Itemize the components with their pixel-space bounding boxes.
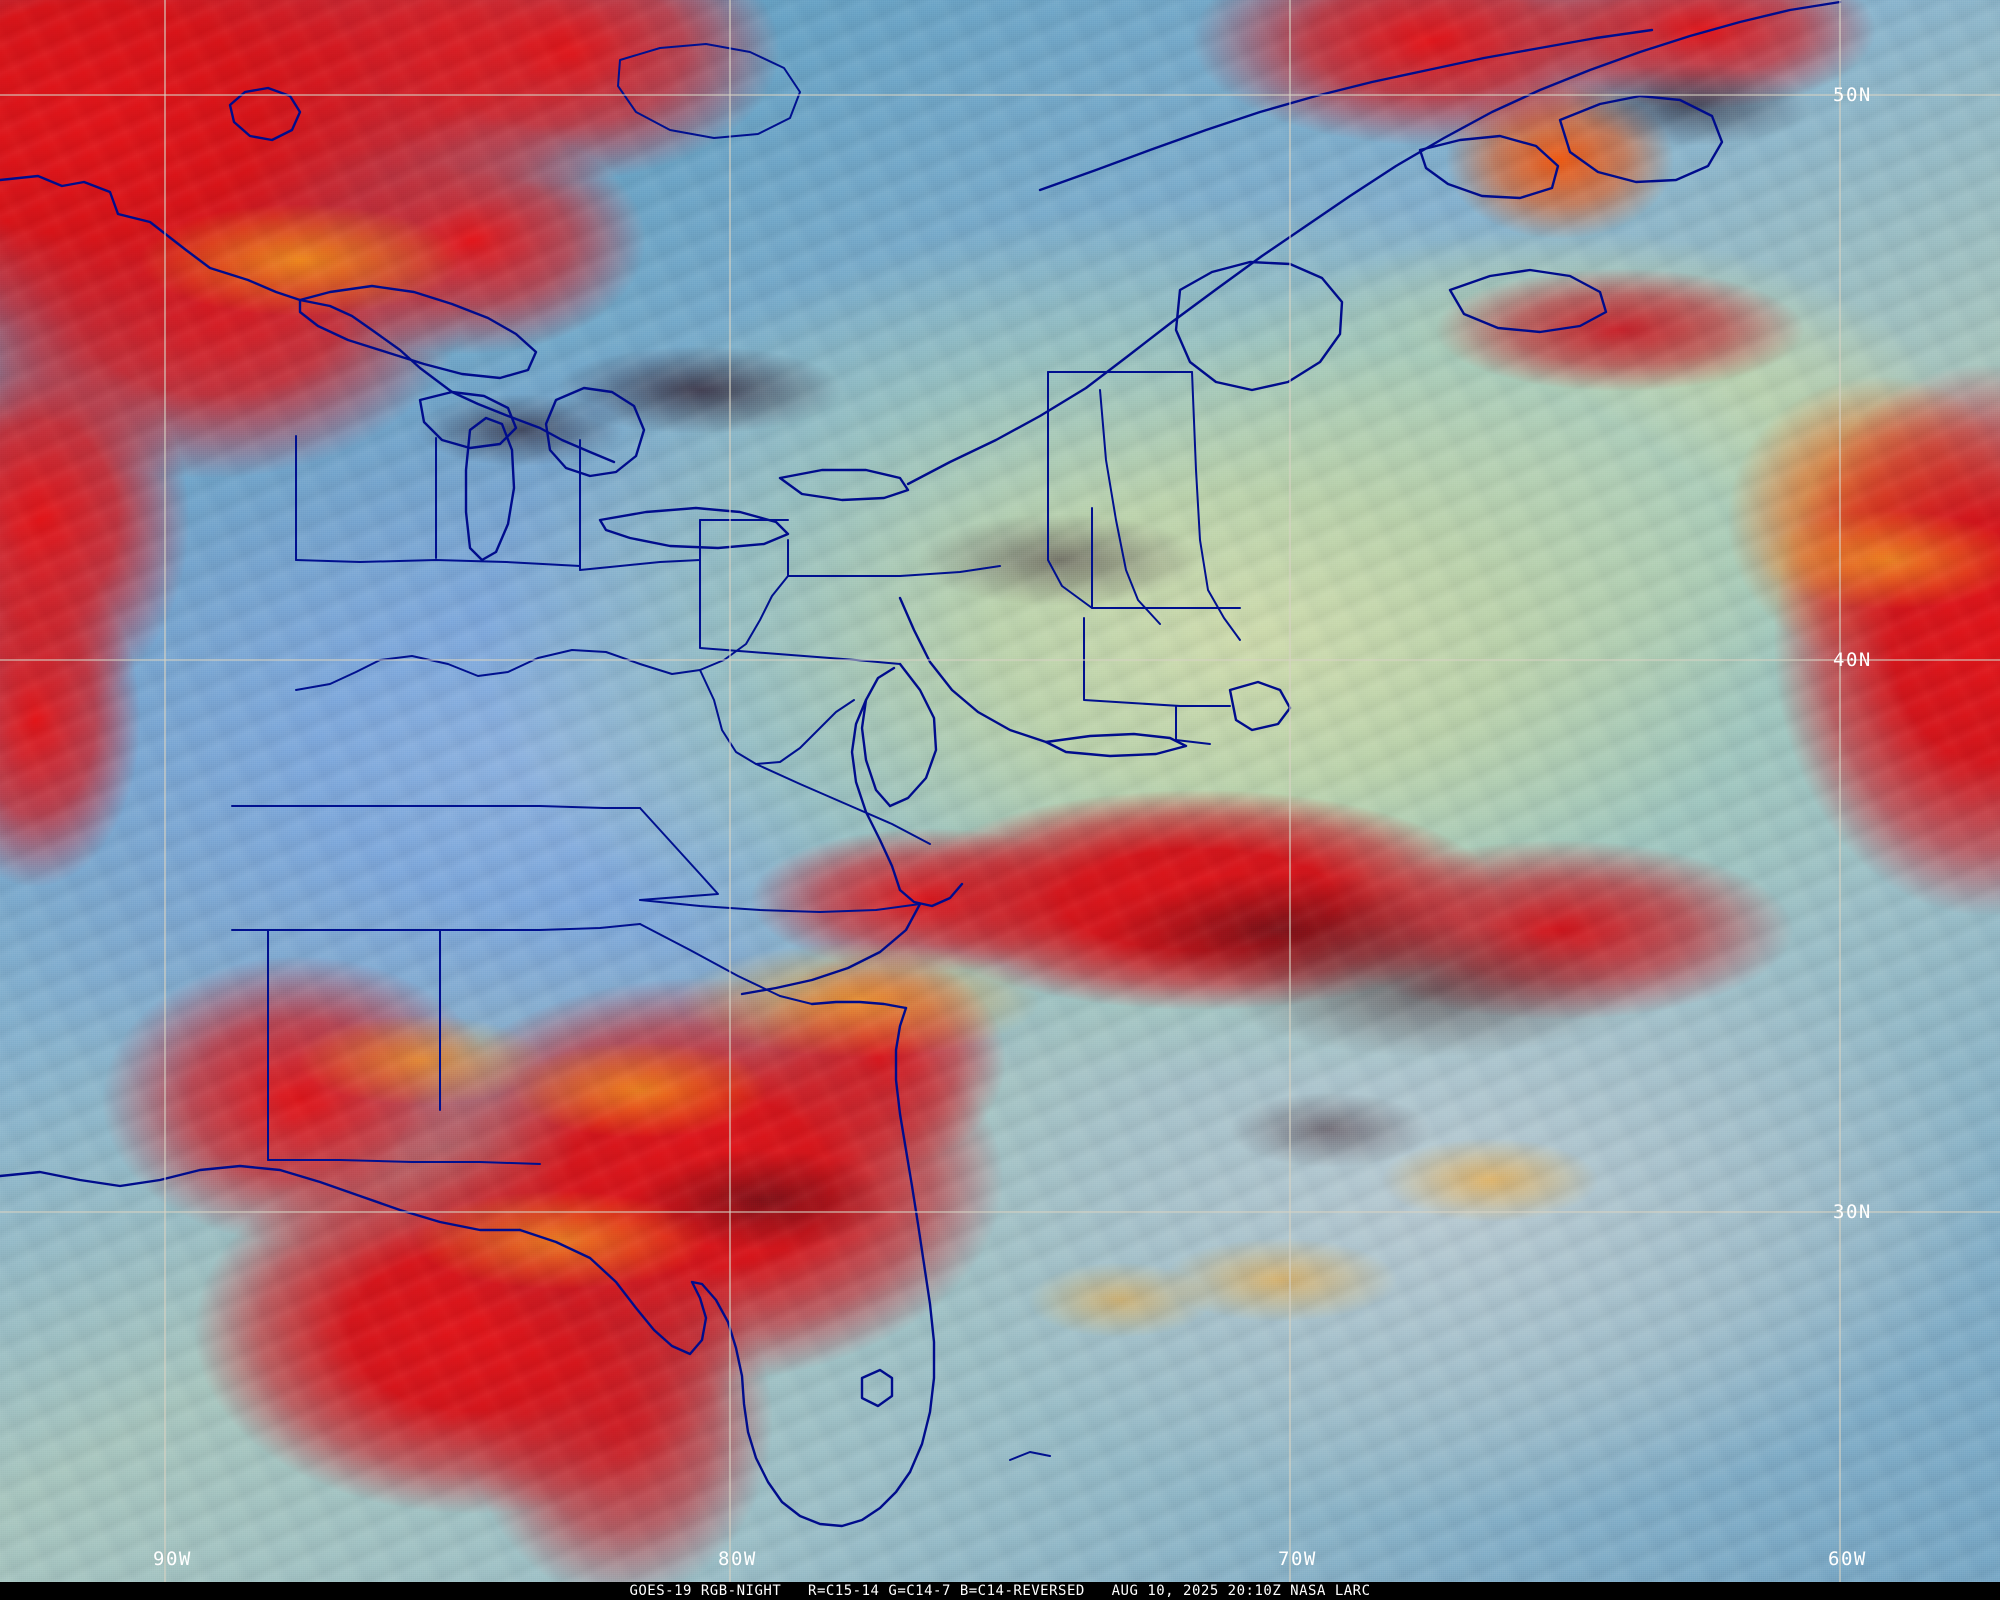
pennsylvania-north-border: [787, 539, 1001, 577]
maine-new-brunswick-outline: [1174, 260, 1344, 392]
florida-atlantic-coast: [894, 1006, 936, 1474]
chesapeake-bay-outline: [850, 698, 902, 892]
tennessee-east-border: [639, 807, 719, 901]
georgia-coast-join: [779, 995, 813, 1005]
tennessee-south-border: [231, 923, 641, 931]
lake-michigan-outline: [464, 416, 516, 562]
michigan-upper-peninsula: [418, 390, 518, 450]
lake-ontario-outline: [778, 468, 910, 502]
new-hampshire-maine-border: [1191, 371, 1241, 641]
gulf-coast-line: [0, 1164, 522, 1232]
gulf-states-south-border: [267, 1159, 541, 1165]
grid-label-lat-50n: 50N: [1833, 84, 1872, 106]
bahamas-island-outline: [1009, 1451, 1051, 1461]
grid-label-lat-30n: 30N: [1833, 1201, 1872, 1223]
ohio-west-border: [579, 519, 701, 571]
st-lawrence-river: [906, 0, 1842, 486]
vermont-nh-border: [1099, 389, 1161, 625]
newfoundland-outline: [1558, 94, 1724, 184]
massachusetts-south-border: [1083, 617, 1231, 707]
north-carolina-south-border: [639, 899, 921, 913]
grid-label-lat-40n: 40N: [1833, 649, 1872, 671]
long-island-outline: [1044, 732, 1188, 758]
grid-label-lon-70w: 70W: [1278, 1548, 1317, 1570]
cape-cod-outline: [1228, 680, 1292, 732]
lake-erie-outline: [598, 506, 790, 550]
kentucky-tennessee-border: [231, 805, 641, 809]
grid-label-lon-80w: 80W: [718, 1548, 757, 1570]
caption-bar: GOES-19 RGB-NIGHT R=C15-14 G=C14-7 B=C14…: [0, 1582, 2000, 1600]
florida-georgia-border: [810, 1000, 908, 1010]
ny-coast-line: [898, 596, 1048, 744]
lake-okeechobee-outline: [860, 1368, 894, 1408]
gaspe-peninsula-outline: [1418, 134, 1560, 200]
ohio-valley-border: [295, 559, 581, 567]
carolina-coast: [740, 902, 922, 996]
canadian-shield-lake: [617, 43, 801, 139]
northern-lake-outline: [228, 86, 302, 142]
lake-huron-outline: [544, 386, 646, 478]
west-virginia-east-border: [699, 575, 789, 671]
virginia-nc-border: [755, 763, 931, 845]
caption-text: GOES-19 RGB-NIGHT R=C15-14 G=C14-7 B=C14…: [629, 1583, 1371, 1599]
new-jersey-coast: [888, 662, 938, 808]
grid-label-lon-60w: 60W: [1828, 1548, 1867, 1570]
ohio-river-kentucky-north: [295, 649, 701, 691]
vermont-west-border: [1047, 371, 1093, 609]
massachusetts-north-border: [1091, 507, 1241, 609]
virginia-coast: [898, 882, 964, 908]
west-virginia-south-border: [699, 669, 855, 765]
lake-superior-outline: [298, 284, 538, 380]
nova-scotia-outline: [1448, 268, 1608, 334]
us-canada-border-west: [0, 174, 616, 464]
grid-label-lon-90w: 90W: [153, 1548, 192, 1570]
georgia-sc-border: [639, 923, 781, 997]
quebec-northern-boundary: [1038, 28, 1654, 192]
florida-gulf-coast: [518, 1228, 912, 1528]
delaware-bay-outline: [860, 666, 896, 808]
